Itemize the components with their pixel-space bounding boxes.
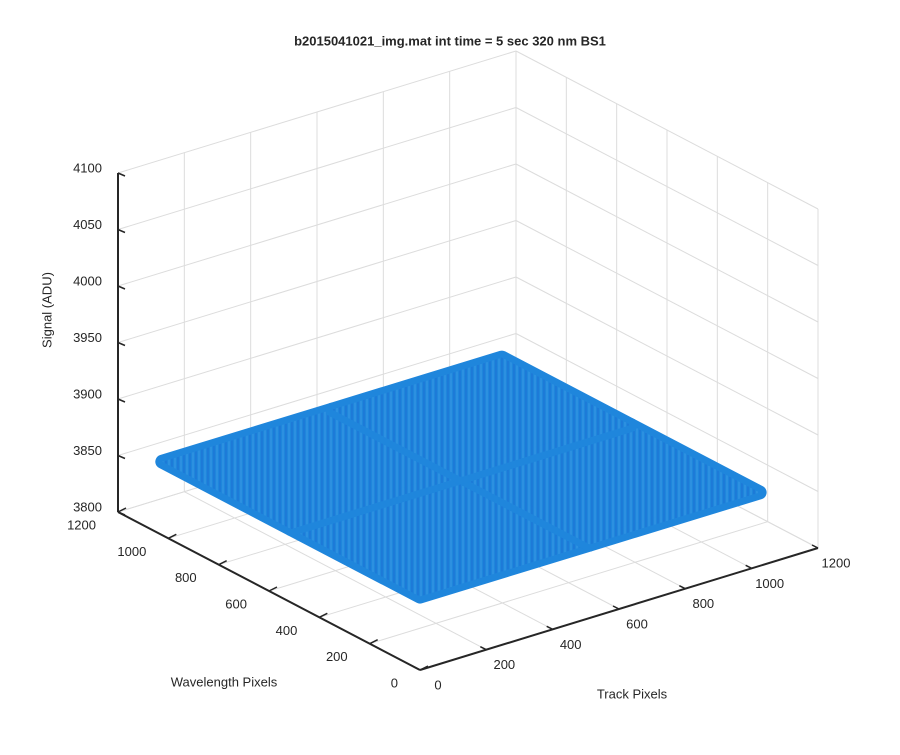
y-tick-label: 600 — [225, 596, 247, 611]
z-axis-label: Signal (ADU) — [39, 272, 54, 348]
grid-line — [515, 50, 819, 210]
x-tick-label: 800 — [692, 596, 714, 611]
z-tick — [117, 398, 126, 403]
x-tick — [479, 645, 487, 651]
x-tick — [413, 666, 421, 671]
y-tick — [268, 586, 278, 592]
y-tick-label: 200 — [326, 649, 348, 664]
grid-line — [515, 163, 819, 323]
x-tick — [811, 544, 819, 549]
y-tick — [167, 533, 177, 540]
y-tick — [318, 612, 328, 619]
z-tick — [117, 341, 126, 347]
z-tick — [117, 511, 126, 516]
x-tick-label: 400 — [560, 637, 582, 652]
y-tick-label: 800 — [175, 570, 197, 585]
grid-line — [117, 276, 517, 400]
y-tick — [117, 507, 127, 513]
x-tick — [612, 605, 620, 610]
y-tick — [419, 665, 429, 671]
z-tick-label: 3950 — [73, 330, 102, 345]
x-tick — [678, 584, 686, 590]
y-tick — [218, 559, 228, 566]
grid-line — [117, 333, 517, 456]
surface-texture — [332, 357, 631, 478]
grid-line — [515, 333, 819, 492]
z-tick-label: 4050 — [73, 217, 102, 232]
grid-line — [117, 107, 517, 230]
z-tick-label: 4000 — [73, 273, 102, 288]
z-tick — [117, 228, 126, 234]
z-tick — [117, 285, 126, 290]
grid-line — [117, 163, 517, 287]
x-tick-label: 0 — [434, 677, 441, 692]
grid-line — [117, 220, 517, 343]
x-tick-label: 600 — [626, 616, 648, 631]
grid-line — [117, 50, 517, 174]
y-tick-label: 0 — [391, 675, 398, 690]
z-tick-label: 3900 — [73, 386, 102, 401]
y-tick-label: 1200 — [67, 517, 96, 532]
grid-line — [369, 521, 768, 645]
chart-title: b2015041021_img.mat int time = 5 sec 320… — [294, 33, 606, 48]
z-tick-label: 3800 — [73, 499, 102, 514]
z-tick-label: 4100 — [73, 160, 102, 175]
y-axis-label: Wavelength Pixels — [171, 674, 278, 689]
y-tick-label: 1000 — [117, 544, 146, 559]
x-tick — [546, 625, 554, 631]
y-tick-label: 400 — [276, 623, 298, 638]
z-tick — [117, 172, 126, 177]
y-tick — [369, 638, 379, 645]
x-tick-label: 200 — [493, 657, 515, 672]
x-tick-label: 1200 — [822, 555, 851, 570]
z-tick-label: 3850 — [73, 443, 102, 458]
x-axis-label: Track Pixels — [597, 686, 668, 701]
grid-line — [515, 220, 819, 379]
z-tick — [117, 454, 126, 460]
grid-line — [515, 276, 819, 436]
x-tick-label: 1000 — [755, 576, 784, 591]
x-tick — [745, 564, 753, 570]
grid-line — [515, 107, 819, 266]
